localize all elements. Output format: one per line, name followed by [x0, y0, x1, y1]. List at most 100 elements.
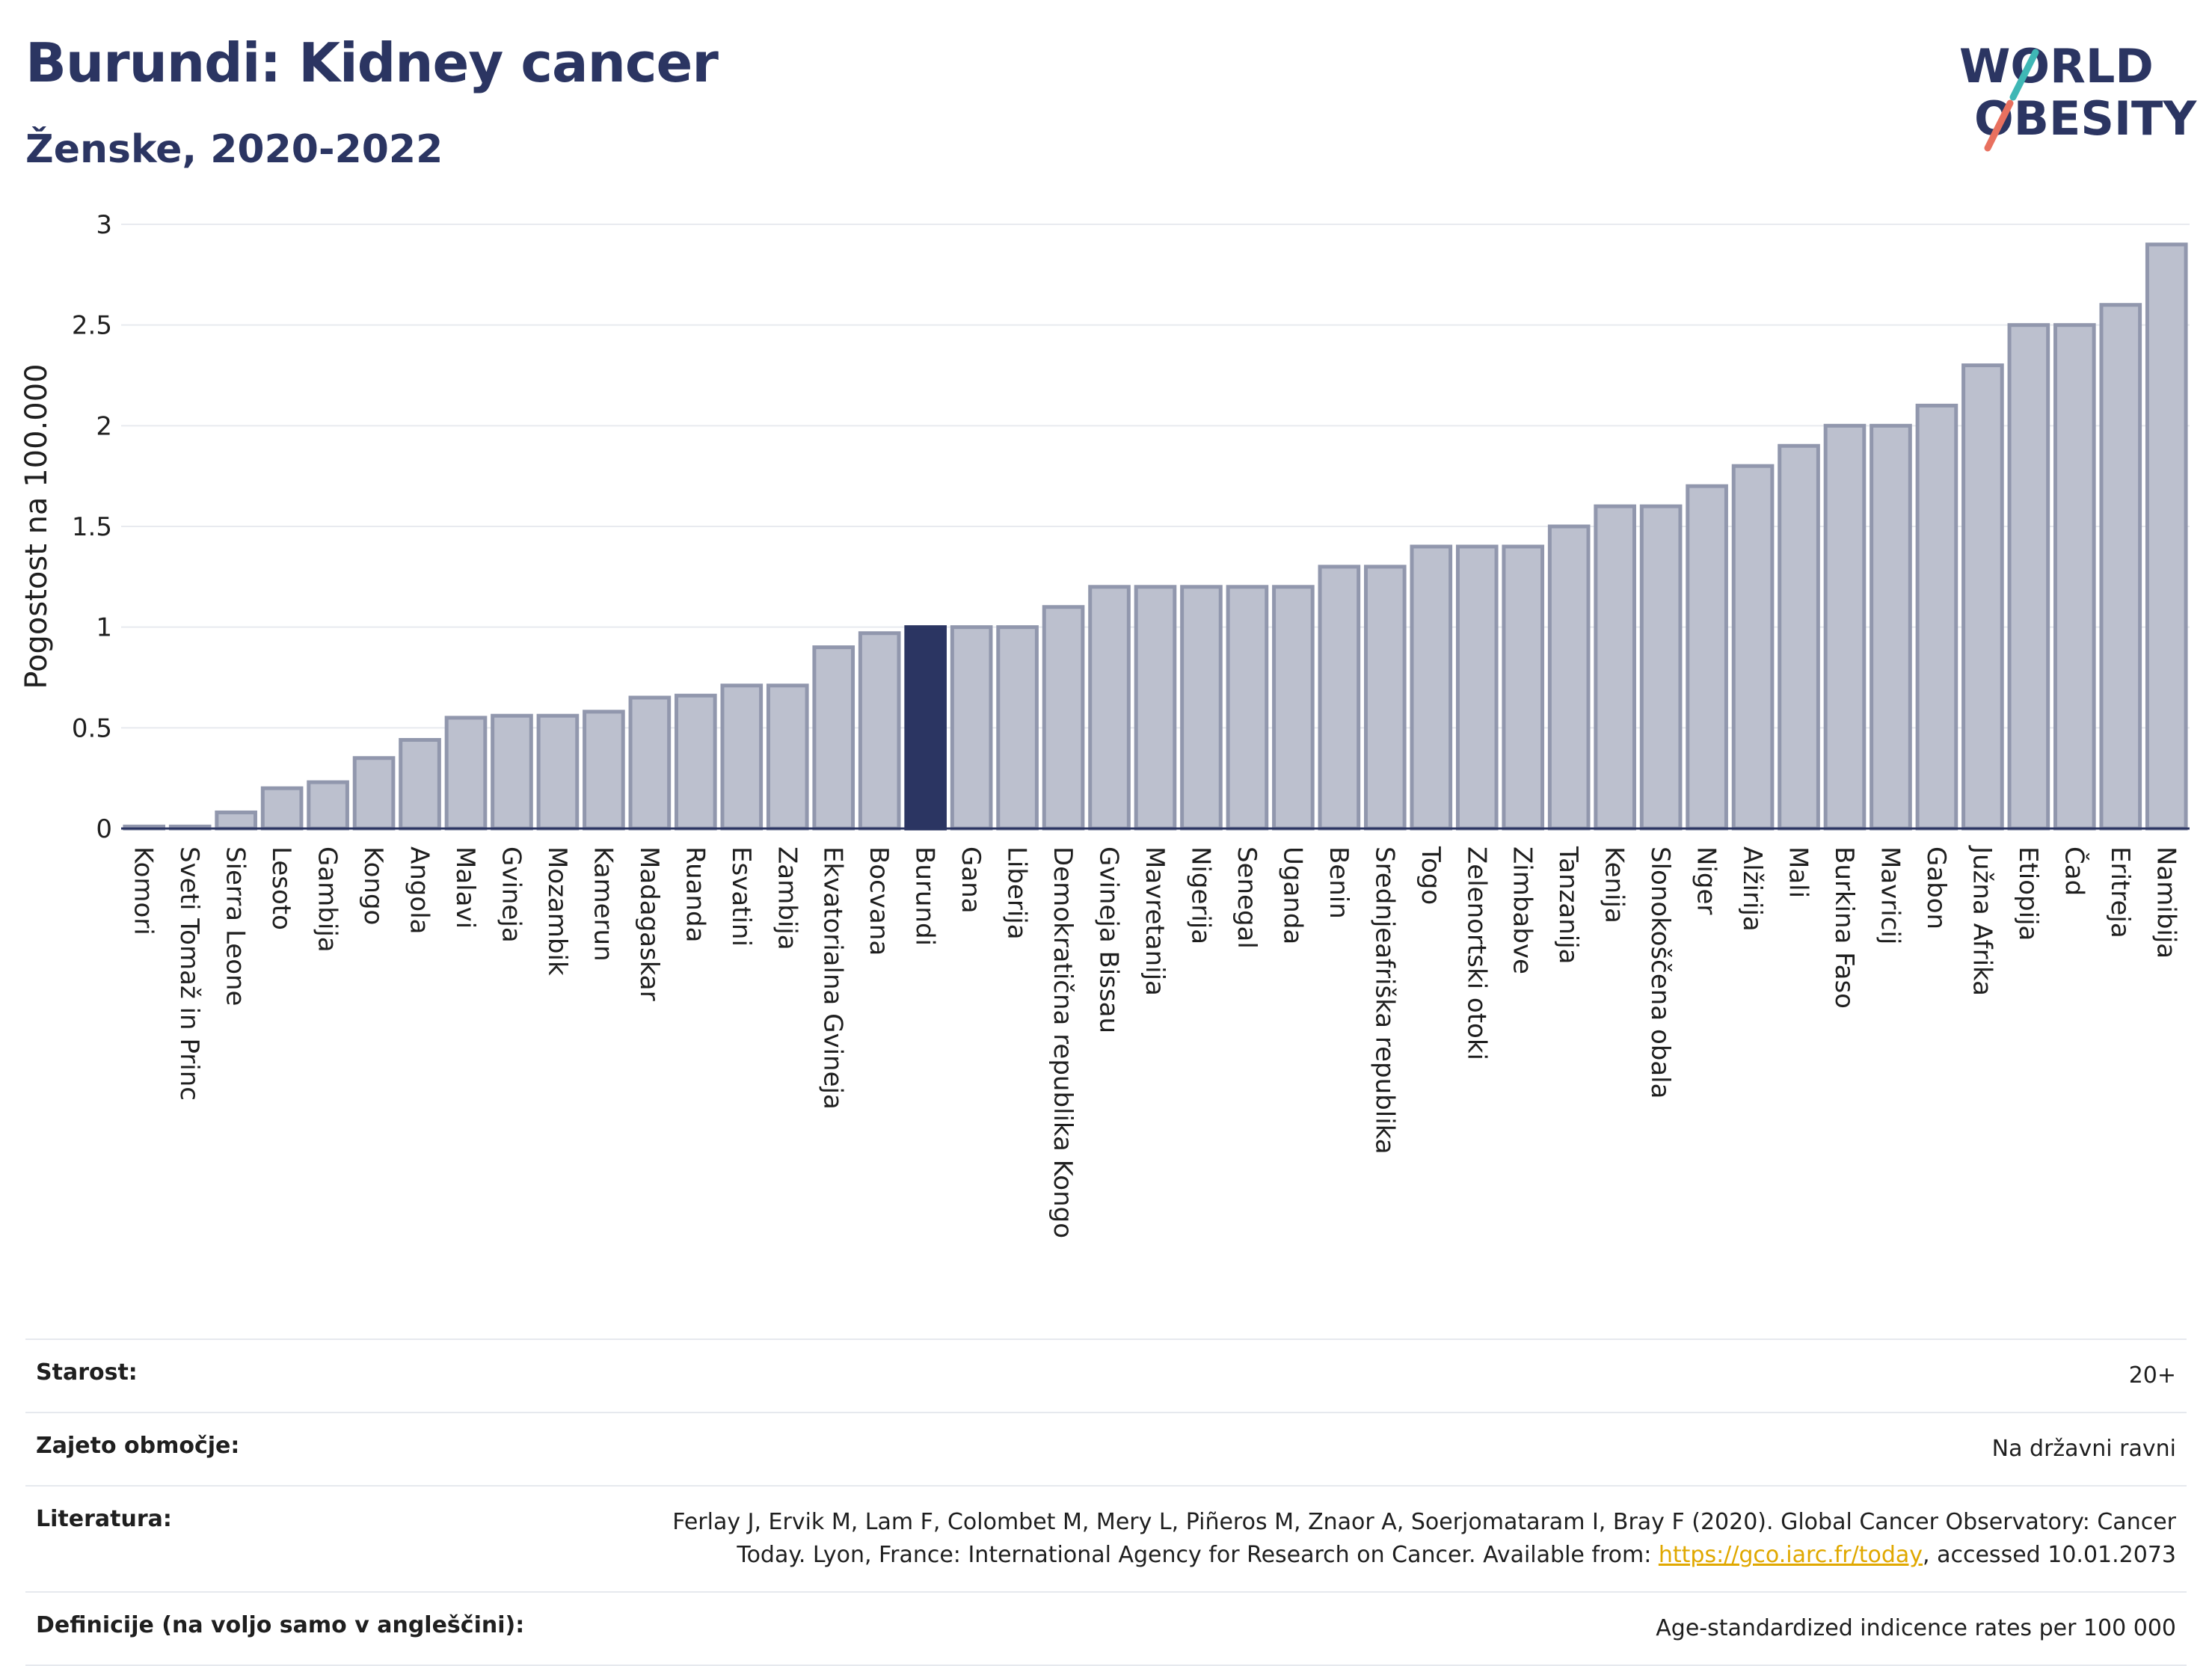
x-tick-label: Tanzanija: [1553, 846, 1583, 964]
bar: [1778, 443, 1820, 831]
x-tick-label: Komori: [129, 846, 159, 935]
bar: [950, 625, 993, 831]
bar: [720, 683, 764, 831]
logo-slash-teal: [2009, 49, 2039, 101]
bar: [2099, 303, 2142, 831]
x-tick-label: Mavricij: [1875, 846, 1905, 944]
meta-coverage-label: Zajeto območje:: [25, 1412, 630, 1486]
bar: [1961, 363, 2004, 831]
x-tick-label: Zambija: [772, 846, 802, 950]
bar: [1180, 585, 1223, 831]
x-tick-label: Ruanda: [680, 846, 710, 942]
x-tick-label: Gvineja: [496, 846, 526, 943]
meta-row-references: Literatura: Ferlay J, Ervik M, Lam F, Co…: [25, 1485, 2187, 1592]
x-tick-label: Sveti Tomaž in Princ: [174, 846, 204, 1101]
x-tick-label: Gambija: [313, 846, 342, 953]
bar: [1088, 585, 1131, 831]
x-tick-label: Eritreja: [2105, 846, 2135, 938]
bar: [996, 625, 1039, 831]
x-tick-label: Nigerija: [1185, 846, 1215, 944]
meta-refs-value: Ferlay J, Ervik M, Lam F, Colombet M, Me…: [630, 1485, 2187, 1592]
bar: [766, 683, 809, 831]
x-tick-label: Lesoto: [266, 846, 296, 930]
bar: [1870, 423, 1912, 831]
meta-age-value: 20+: [630, 1338, 2187, 1413]
x-tick-label: Etiopija: [2013, 846, 2043, 941]
x-tick-label: Namibija: [2151, 846, 2181, 959]
bar: [307, 780, 349, 831]
x-tick-label: Gvineja Bissau: [1094, 846, 1124, 1033]
bar: [1318, 565, 1361, 831]
bar: [260, 786, 304, 831]
x-tick-label: Benin: [1324, 846, 1354, 919]
x-tick-label: Južna Afrika: [1967, 845, 1997, 996]
logo-slash-coral: [1984, 99, 2014, 152]
x-tick-label: Mavretanija: [1140, 846, 1170, 996]
x-tick-label: Angola: [405, 846, 434, 934]
bar: [1042, 605, 1085, 831]
meta-refs-label: Literatura:: [25, 1485, 630, 1592]
x-tick-label: Zimbabve: [1508, 846, 1537, 974]
bar-highlighted: [904, 625, 947, 831]
y-axis-ticks: 0 0.5 1 1.5 2 2.5 3: [72, 210, 112, 844]
meta-row-age: Starost: 20+: [25, 1338, 2187, 1413]
bar: [1272, 585, 1315, 831]
x-tick-label: Mozambik: [542, 846, 572, 976]
bar-chart: 0 0.5 1 1.5 2 2.5 3 Pogostost na 100.000 Komor…: [19, 210, 2190, 1238]
bar: [1823, 423, 1867, 831]
refs-accessed: , accessed 10.01.2073: [1923, 1542, 2176, 1568]
bar: [2145, 242, 2188, 831]
x-tick-label: Mali: [1784, 846, 1813, 898]
x-tick-label: Gabon: [1921, 846, 1951, 929]
bar: [1226, 585, 1269, 831]
meta-defs-value: Age-standardized indicence rates per 100…: [630, 1591, 2187, 1666]
y-tick-label: 1: [96, 613, 112, 643]
y-tick-label: 2.5: [72, 311, 112, 341]
bar: [1455, 544, 1499, 831]
meta-row-definitions: Definicije (na voljo samo v angleščini):…: [25, 1591, 2187, 1666]
bar: [1410, 544, 1453, 831]
x-tick-label: Sierra Leone: [221, 846, 251, 1006]
bar: [1134, 585, 1177, 831]
y-tick-label: 1.5: [72, 512, 112, 542]
refs-link[interactable]: https://gco.iarc.fr/today: [1658, 1542, 1923, 1568]
bars: [123, 242, 2188, 831]
bar: [1594, 504, 1636, 831]
x-tick-label: Esvatini: [726, 846, 756, 947]
x-axis-labels: Komori Sveti Tomaž in Princ Sierra Leone Le…: [129, 845, 2181, 1238]
y-tick-label: 3: [96, 210, 112, 240]
x-tick-label: Zelenortski otoki: [1461, 846, 1491, 1060]
bar: [399, 737, 441, 831]
meta-row-coverage: Zajeto območje: Na državni ravni: [25, 1412, 2187, 1486]
x-tick-label: Čad: [2059, 846, 2089, 896]
bar: [1364, 565, 1407, 831]
bar: [812, 645, 855, 831]
meta-defs-label: Definicije (na voljo samo v angleščini):: [25, 1591, 630, 1666]
x-tick-label: Kongo: [358, 846, 388, 925]
logo-line1: WORLD: [1959, 39, 2154, 93]
bar: [1502, 544, 1545, 831]
bar: [1639, 504, 1683, 831]
x-tick-label: Togo: [1416, 846, 1446, 905]
meta-age-label: Starost:: [25, 1338, 630, 1413]
x-tick-label: Senegal: [1232, 846, 1262, 949]
meta-coverage-value: Na državni ravni: [630, 1412, 2187, 1486]
y-tick-label: 0: [96, 814, 112, 844]
x-tick-label: Ekvatorialna Gvineja: [818, 846, 848, 1110]
y-tick-label: 2: [96, 411, 112, 441]
world-obesity-logo: WORLD OBESITY: [1959, 39, 2197, 152]
bar: [583, 710, 625, 831]
bar: [1686, 484, 1728, 831]
y-tick-label: 0.5: [72, 713, 112, 743]
x-tick-label: Demokratična republika Kongo: [1048, 846, 1078, 1238]
x-tick-label: Kenija: [1600, 846, 1629, 923]
x-tick-label: Slonokoščena obala: [1645, 846, 1675, 1098]
bar: [352, 756, 396, 831]
x-tick-label: Madagaskar: [634, 846, 664, 1001]
x-tick-label: Srednjeafriška republika: [1369, 846, 1399, 1155]
bar: [2007, 323, 2050, 831]
x-tick-label: Bocvana: [864, 846, 894, 956]
bar: [1547, 524, 1591, 831]
bar: [444, 716, 488, 831]
bar: [215, 810, 257, 831]
